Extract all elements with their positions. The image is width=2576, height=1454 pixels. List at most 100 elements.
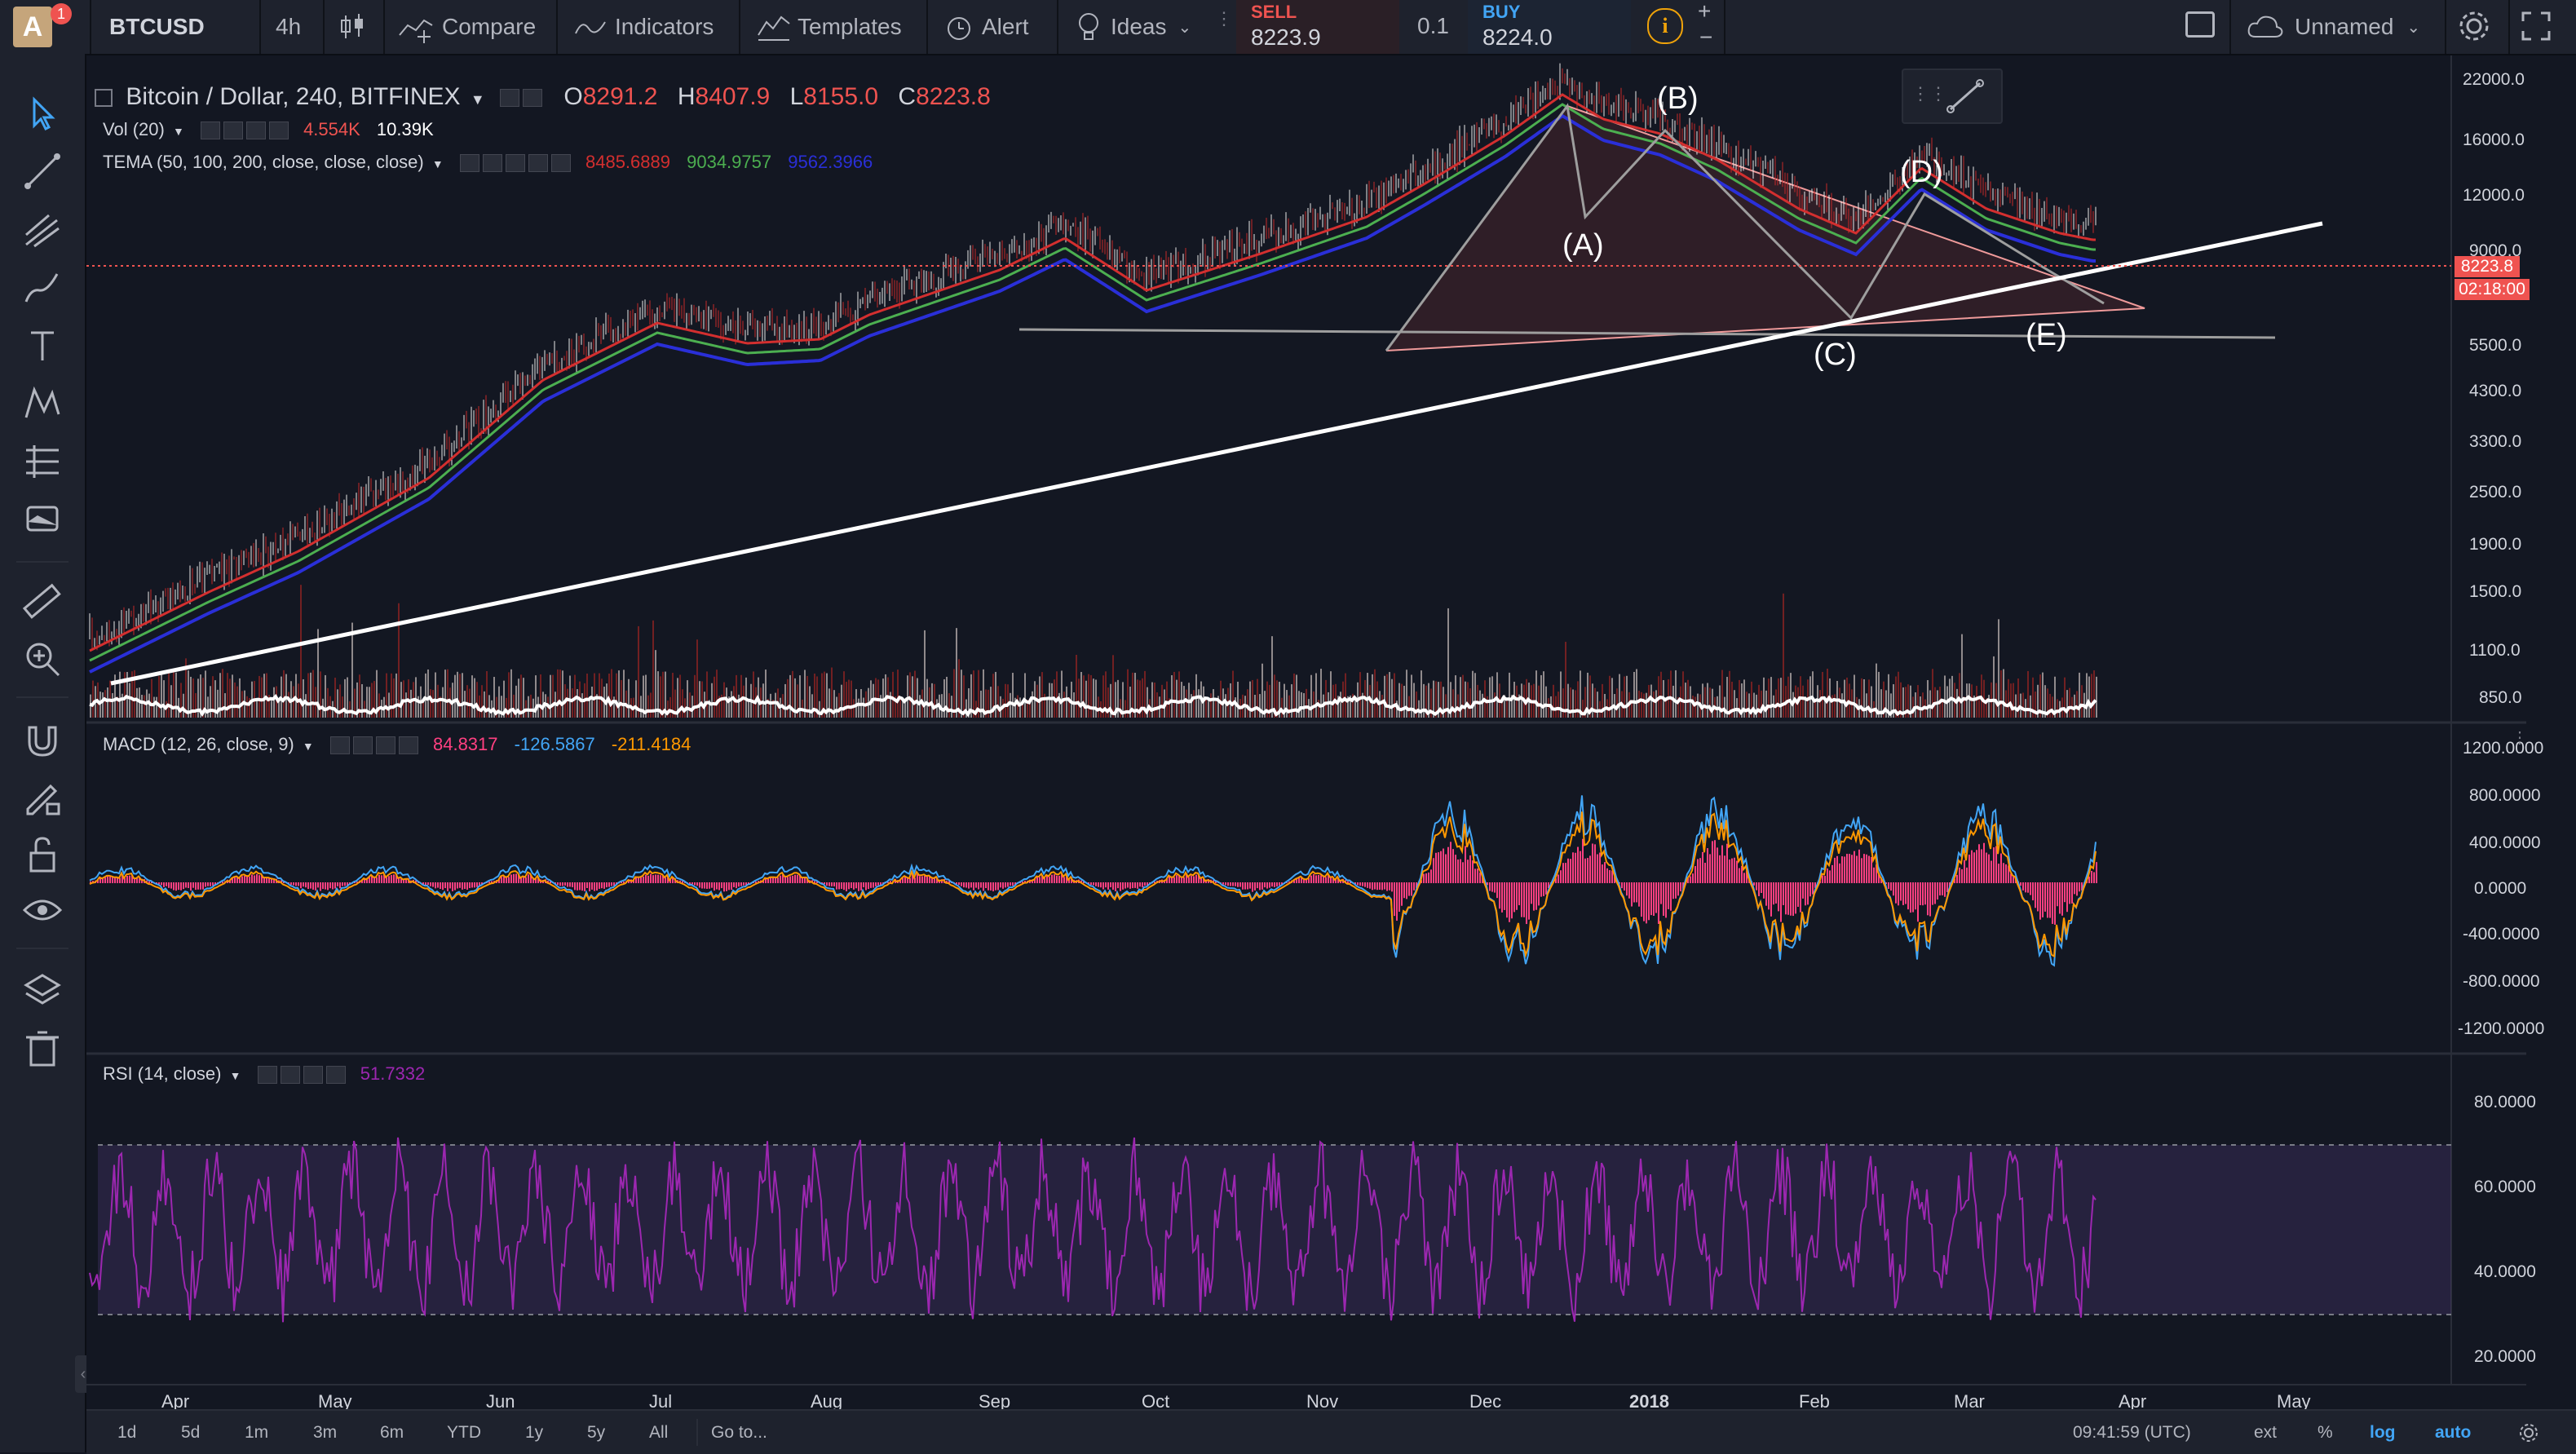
eye-toggle-icon[interactable] bbox=[257, 1066, 277, 1085]
icons-tool-icon[interactable] bbox=[21, 497, 64, 540]
range-5d-button[interactable]: 5d bbox=[181, 1422, 201, 1442]
trend-line-icon[interactable] bbox=[21, 150, 64, 192]
alert-button[interactable]: Alert bbox=[944, 0, 1029, 54]
macd-hist-bar bbox=[594, 882, 595, 891]
macd-chevron-down-icon[interactable]: ▼ bbox=[302, 740, 314, 753]
notification-badge[interactable]: 1 bbox=[51, 3, 72, 24]
chart-style-button[interactable] bbox=[336, 0, 369, 54]
volume-bar bbox=[968, 687, 970, 718]
volume-bar bbox=[816, 676, 818, 718]
tema-chevron-down-icon[interactable]: ▼ bbox=[431, 157, 444, 170]
settings-icon[interactable] bbox=[280, 1066, 300, 1085]
volume-bar bbox=[1494, 692, 1496, 718]
range-5y-button[interactable]: 5y bbox=[587, 1422, 606, 1442]
gear-icon[interactable] bbox=[2456, 8, 2492, 44]
goto-button[interactable]: Go to... bbox=[711, 1422, 767, 1442]
settings-icon[interactable] bbox=[482, 154, 502, 173]
add-icon[interactable] bbox=[528, 154, 548, 173]
add-icon[interactable] bbox=[245, 122, 266, 140]
pattern-icon[interactable] bbox=[21, 382, 64, 424]
quantity-plus-button[interactable]: + bbox=[1698, 0, 1712, 24]
rsi-name[interactable]: RSI (14, close) bbox=[103, 1063, 222, 1084]
info-icon[interactable]: i bbox=[1647, 8, 1683, 44]
trading-panel-drag-handle[interactable]: ⋮⋮ bbox=[1215, 8, 1251, 29]
symbol-search[interactable]: BTCUSD bbox=[109, 0, 205, 54]
volume-name[interactable]: Vol (20) bbox=[103, 119, 165, 139]
pitchfork-icon[interactable] bbox=[21, 209, 64, 251]
range-1d-button[interactable]: 1d bbox=[117, 1422, 137, 1442]
user-avatar[interactable]: A bbox=[13, 7, 52, 47]
interval-button[interactable]: 4h bbox=[276, 0, 301, 54]
zoom-in-icon[interactable] bbox=[21, 638, 64, 680]
volume-chevron-down-icon[interactable]: ▼ bbox=[172, 125, 184, 138]
range-1y-button[interactable]: 1y bbox=[525, 1422, 544, 1442]
fullscreen-window-icon[interactable] bbox=[2185, 11, 2215, 38]
volume-bar bbox=[814, 674, 815, 718]
eye-icon[interactable] bbox=[21, 889, 64, 931]
auto-scale-toggle[interactable]: auto bbox=[2435, 1422, 2472, 1442]
layout-save-button[interactable]: Unnamed ⌄ bbox=[2246, 0, 2420, 54]
series-title[interactable]: Bitcoin / Dollar, 240, BITFINEX bbox=[126, 83, 461, 110]
sell-button[interactable]: SELL 8223.9 bbox=[1236, 0, 1399, 54]
remove-icon[interactable] bbox=[550, 154, 571, 173]
lock-icon[interactable] bbox=[21, 833, 64, 876]
indicators-button[interactable]: Indicators bbox=[574, 0, 714, 54]
add-icon[interactable] bbox=[375, 736, 395, 755]
macd-hist-bar bbox=[1802, 882, 1804, 899]
settings-icon[interactable] bbox=[523, 89, 543, 108]
remove-icon[interactable] bbox=[325, 1066, 346, 1085]
utc-clock[interactable]: 09:41:59 (UTC) bbox=[2073, 1422, 2191, 1442]
tema-name[interactable]: TEMA (50, 100, 200, close, close, close) bbox=[103, 152, 424, 172]
maximize-icon[interactable] bbox=[2520, 10, 2552, 42]
extended-hours-toggle[interactable]: ext bbox=[2254, 1422, 2278, 1442]
brush-icon[interactable] bbox=[21, 266, 64, 308]
range-6m-button[interactable]: 6m bbox=[380, 1422, 404, 1442]
chart-settings-icon[interactable] bbox=[2518, 1411, 2539, 1454]
magnet-icon[interactable] bbox=[21, 719, 64, 762]
chart-pane[interactable]: (A) (B) (C) (D) (E) ⋮⋮ Bitcoin / Dollar,… bbox=[86, 55, 2544, 1412]
pane-resize-handle[interactable]: ⋮ bbox=[2512, 729, 2528, 747]
range-all-button[interactable]: All bbox=[649, 1422, 669, 1442]
settings-icon[interactable] bbox=[223, 122, 243, 140]
macd-hist-bar bbox=[1232, 882, 1234, 886]
templates-button[interactable]: Templates bbox=[757, 0, 902, 54]
line-tool-icon[interactable] bbox=[1946, 78, 1985, 114]
ideas-button[interactable]: Ideas ⌄ bbox=[1075, 0, 1191, 54]
volume-bar bbox=[486, 670, 488, 718]
remove-icon[interactable] bbox=[398, 736, 418, 755]
add-icon[interactable] bbox=[303, 1066, 323, 1085]
eye-toggle-icon[interactable] bbox=[459, 154, 479, 173]
panel-drag-icon[interactable]: ⋮⋮ bbox=[1911, 83, 1947, 104]
cursor-icon[interactable] bbox=[21, 93, 64, 135]
eye-toggle-icon[interactable] bbox=[500, 89, 520, 108]
compare-button[interactable]: Compare bbox=[396, 0, 536, 54]
settings-icon[interactable] bbox=[352, 736, 373, 755]
percent-scale-toggle[interactable]: % bbox=[2318, 1422, 2333, 1442]
log-scale-toggle[interactable]: log bbox=[2370, 1422, 2396, 1442]
floating-drawing-panel[interactable]: ⋮⋮ bbox=[1902, 69, 2003, 124]
prediction-icon[interactable] bbox=[21, 440, 64, 483]
stay-in-drawing-icon[interactable] bbox=[21, 776, 64, 819]
source-icon[interactable] bbox=[505, 154, 525, 173]
eye-toggle-icon[interactable] bbox=[329, 736, 350, 755]
range-3m-button[interactable]: 3m bbox=[313, 1422, 338, 1442]
series-chevron-down-icon[interactable]: ▼ bbox=[470, 91, 485, 108]
eye-toggle-icon[interactable] bbox=[200, 122, 220, 140]
trash-icon[interactable] bbox=[21, 1028, 64, 1070]
rsi-chevron-down-icon[interactable]: ▼ bbox=[229, 1069, 241, 1082]
layers-icon[interactable] bbox=[21, 969, 64, 1011]
macd-hist-bar bbox=[1548, 882, 1549, 888]
chart-canvas[interactable] bbox=[86, 55, 2526, 1409]
macd-hist-bar bbox=[1132, 882, 1133, 889]
remove-icon[interactable] bbox=[268, 122, 289, 140]
range-ytd-button[interactable]: YTD bbox=[447, 1422, 481, 1442]
collapse-legend-icon[interactable] bbox=[95, 89, 113, 108]
ruler-icon[interactable] bbox=[21, 581, 64, 623]
text-icon[interactable] bbox=[21, 325, 64, 367]
volume-bar bbox=[660, 676, 661, 718]
macd-name[interactable]: MACD (12, 26, close, 9) bbox=[103, 734, 294, 754]
volume-bar bbox=[1751, 681, 1752, 718]
range-1m-button[interactable]: 1m bbox=[245, 1422, 269, 1442]
quantity-minus-button[interactable]: − bbox=[1699, 24, 1713, 50]
buy-button[interactable]: BUY 8224.0 bbox=[1468, 0, 1631, 54]
